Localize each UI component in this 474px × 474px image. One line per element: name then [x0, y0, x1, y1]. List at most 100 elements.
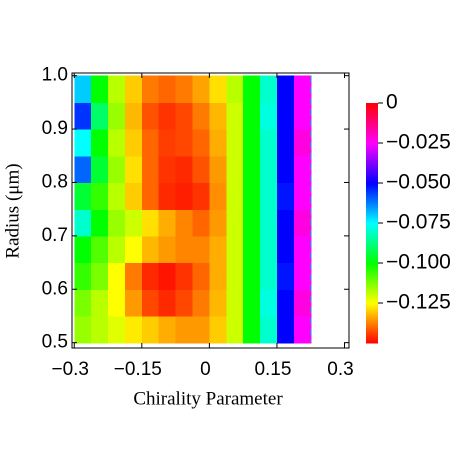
heatmap-cell	[226, 155, 244, 184]
colorbar-tick-label: 0	[386, 91, 398, 114]
colorbar-tick-label: −0.100	[386, 251, 451, 274]
heatmap-cell	[293, 262, 312, 290]
colorbar-swatch	[366, 165, 378, 168]
heatmap-cell	[91, 75, 109, 103]
heatmap-cell	[141, 209, 160, 237]
heatmap-cell	[276, 102, 295, 130]
colorbar-swatch	[366, 137, 378, 140]
heatmap-cell	[276, 209, 295, 237]
colorbar-swatch	[366, 265, 378, 268]
heatmap-cell	[108, 209, 126, 237]
colorbar-swatch	[366, 135, 378, 138]
y-tick-label: 0.5	[42, 332, 68, 353]
heatmap-cell	[209, 75, 227, 103]
colorbar-swatch	[366, 269, 378, 272]
heatmap-cell	[175, 289, 194, 317]
colorbar-swatch	[366, 227, 378, 230]
heatmap-cell	[74, 262, 92, 290]
colorbar-swatch	[366, 109, 378, 112]
colorbar-tick-label: −0.025	[386, 131, 451, 154]
colorbar-swatch	[366, 299, 378, 302]
heatmap-cell	[243, 182, 261, 210]
heatmap-cell	[74, 129, 92, 157]
heatmap-cell	[243, 235, 261, 264]
heatmap-cell	[192, 155, 210, 184]
heatmap-cell	[260, 209, 278, 237]
colorbar-swatch	[366, 255, 378, 258]
heatmap-cell	[243, 129, 261, 157]
heatmap-cell	[260, 289, 278, 317]
colorbar-swatch	[366, 243, 378, 246]
colorbar-swatch	[366, 225, 378, 228]
heatmap-cell	[276, 155, 295, 184]
colorbar-swatch	[366, 341, 378, 344]
heatmap-cell	[158, 102, 177, 130]
heatmap-cell	[124, 129, 143, 157]
colorbar-swatch	[366, 115, 378, 118]
heatmap-cell	[260, 155, 278, 184]
colorbar-swatch	[366, 223, 378, 226]
heatmap-cell	[293, 75, 312, 103]
colorbar-swatch	[366, 229, 378, 232]
colorbar-swatch	[366, 331, 378, 334]
colorbar-tick-label: −0.075	[386, 211, 451, 234]
y-tick-label: 0.6	[42, 278, 68, 299]
colorbar-swatch	[366, 315, 378, 318]
heatmap-cell	[91, 262, 109, 290]
heatmap-cell	[293, 155, 312, 184]
heatmap-cell	[175, 102, 194, 130]
heatmap-cell	[243, 262, 261, 290]
heatmap-cell	[209, 289, 227, 317]
colorbar-swatch	[366, 287, 378, 290]
colorbar-swatch	[366, 271, 378, 274]
colorbar-swatch	[366, 163, 378, 166]
y-axis-title: Radius (μm)	[2, 163, 23, 258]
heatmap-cell	[260, 129, 278, 157]
colorbar-swatch	[366, 173, 378, 176]
colorbar-swatch	[366, 195, 378, 198]
heatmap-cell	[192, 182, 210, 210]
heatmap-cell	[175, 155, 194, 184]
colorbar-swatch	[366, 159, 378, 162]
heatmap-cell	[141, 235, 160, 264]
heatmap-cell	[108, 182, 126, 210]
colorbar-swatch	[366, 153, 378, 156]
colorbar-swatch	[366, 323, 378, 326]
heatmap-cell	[209, 315, 227, 344]
colorbar-swatch	[366, 119, 378, 122]
heatmap-cell	[226, 182, 244, 210]
colorbar-swatch	[366, 129, 378, 132]
heatmap-cell	[293, 102, 312, 130]
heatmap-cell	[74, 155, 92, 184]
heatmap-cell	[175, 262, 194, 290]
heatmap-cell	[293, 129, 312, 157]
colorbar-swatch	[366, 201, 378, 204]
heatmap-cell	[293, 289, 312, 317]
colorbar-swatch	[366, 289, 378, 292]
heatmap-cell	[276, 262, 295, 290]
colorbar-swatch	[366, 133, 378, 136]
heatmap-cell	[141, 155, 160, 184]
colorbar-swatch	[366, 191, 378, 194]
x-tick-label: −0.15	[114, 359, 162, 380]
colorbar-swatch	[366, 149, 378, 152]
colorbar-swatch	[366, 199, 378, 202]
heatmap-cell	[175, 129, 194, 157]
colorbar-swatch	[366, 237, 378, 240]
heatmap-cell	[91, 235, 109, 264]
heatmap-cell	[108, 262, 126, 290]
colorbar-swatch	[366, 303, 378, 306]
heatmap-cell	[141, 289, 160, 317]
heatmap-cell	[124, 102, 143, 130]
colorbar-swatch	[366, 261, 378, 264]
plot-frame	[71, 72, 350, 349]
heatmap-cell	[192, 262, 210, 290]
colorbar-swatch	[366, 327, 378, 330]
colorbar-swatch	[366, 259, 378, 262]
heatmap-cell	[293, 235, 312, 264]
heatmap-cell	[158, 262, 177, 290]
colorbar-swatch	[366, 213, 378, 216]
heatmap-cell	[124, 75, 143, 103]
colorbar-swatch	[366, 295, 378, 298]
